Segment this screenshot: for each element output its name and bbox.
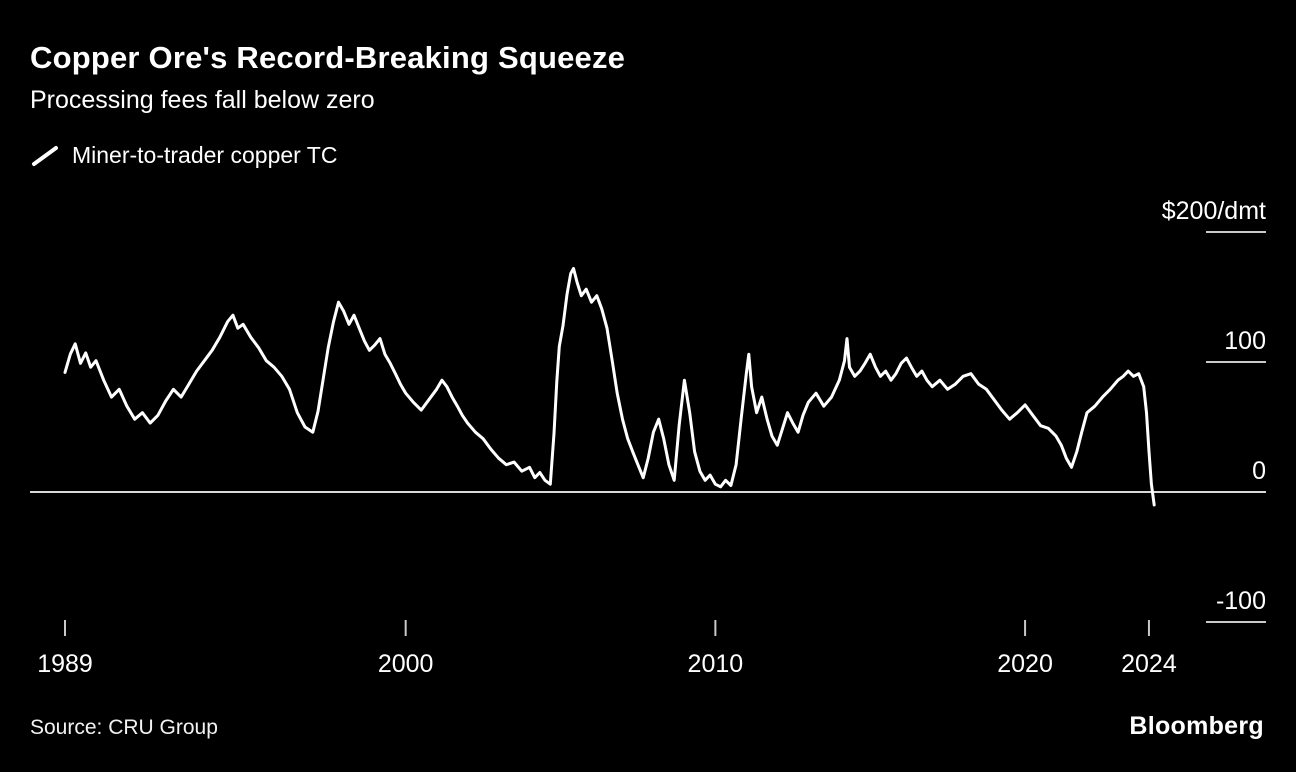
y-axis-label: 100 xyxy=(1224,327,1266,355)
series-line xyxy=(63,266,1156,507)
y-axis-label: -100 xyxy=(1216,587,1266,615)
x-axis-label: 2010 xyxy=(688,650,744,678)
x-axis-label: 2020 xyxy=(997,650,1053,678)
legend-label: Miner-to-trader copper TC xyxy=(72,142,338,168)
y-axis-label: $200/dmt xyxy=(1162,197,1266,225)
source-credit: Source: CRU Group xyxy=(30,716,218,739)
y-axis-label: 0 xyxy=(1252,457,1266,485)
x-axis-label: 2000 xyxy=(378,650,434,678)
x-axis-label: 1989 xyxy=(37,650,93,678)
legend: Miner-to-trader copper TC xyxy=(30,142,337,169)
chart-subtitle: Processing fees fall below zero xyxy=(30,86,375,114)
chart-title: Copper Ore's Record-Breaking Squeeze xyxy=(30,40,626,75)
bloomberg-logo: Bloomberg xyxy=(1129,712,1264,740)
line-series-swatch-icon xyxy=(32,145,58,166)
x-axis-label: 2024 xyxy=(1121,650,1177,678)
